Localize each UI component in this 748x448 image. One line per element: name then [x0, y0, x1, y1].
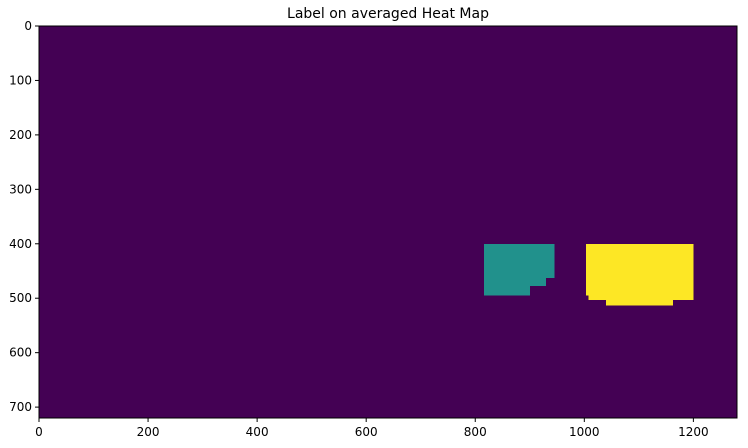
- plot-area: [38, 25, 738, 419]
- y-tick-label: 300: [9, 182, 32, 196]
- label-2-block-1: [588, 295, 694, 300]
- label-2-block-2: [606, 299, 674, 306]
- y-tick-label: 600: [9, 346, 32, 360]
- y-tick-label: 700: [9, 400, 32, 414]
- x-tick-label: 200: [137, 425, 160, 439]
- plot-frame: [38, 25, 738, 419]
- label-1-block-2: [483, 286, 530, 296]
- y-tick-label: 400: [9, 237, 32, 251]
- y-axis: 0 100 200 300 400 500 600 700: [9, 19, 39, 414]
- label-2-block-0: [585, 243, 694, 296]
- heatmap-background: [39, 26, 737, 418]
- x-tick-label: 600: [355, 425, 378, 439]
- x-tick-label: 1000: [569, 425, 600, 439]
- y-tick-label: 100: [9, 73, 32, 87]
- x-tick-label: 400: [246, 425, 269, 439]
- label-1-block-0: [483, 243, 555, 279]
- label-1-block-1: [483, 278, 547, 287]
- x-tick-label: 0: [35, 425, 43, 439]
- label-region-2: [585, 243, 694, 306]
- chart-title: Label on averaged Heat Map: [287, 6, 489, 22]
- y-tick-label: 0: [24, 19, 32, 33]
- x-tick-label: 800: [464, 425, 487, 439]
- y-tick-label: 500: [9, 291, 32, 305]
- x-tick-label: 1200: [678, 425, 709, 439]
- y-tick-label: 200: [9, 128, 32, 142]
- label-region-1: [483, 243, 555, 296]
- x-axis: 0 200 400 600 800 1000 1200: [35, 418, 709, 439]
